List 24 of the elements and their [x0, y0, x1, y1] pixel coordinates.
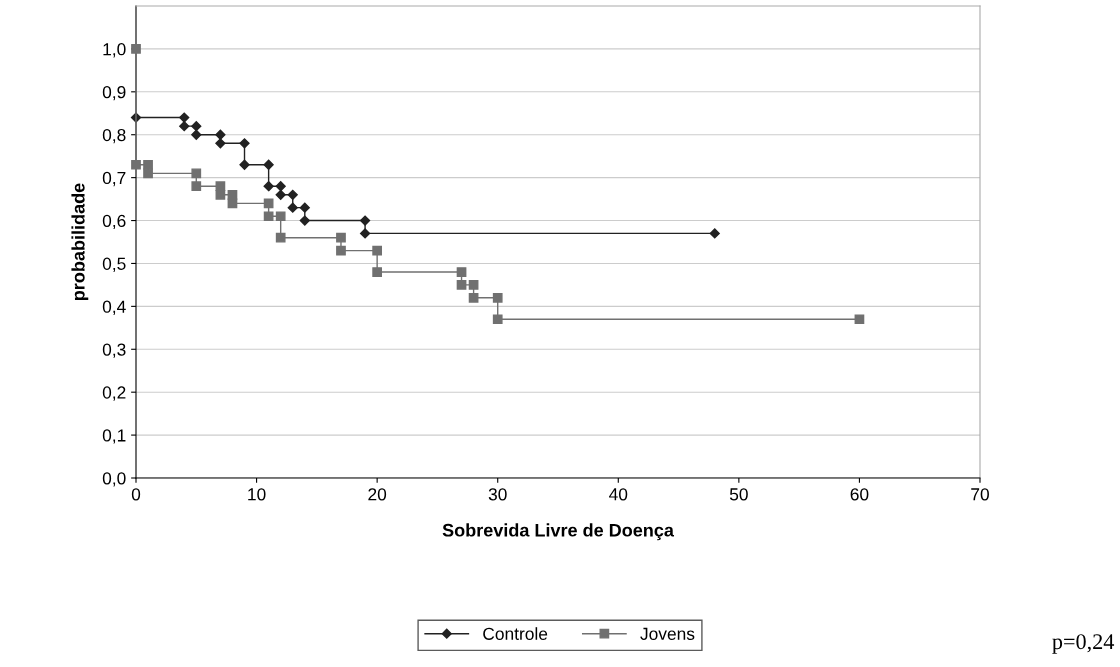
x-tick-label: 50 [729, 488, 748, 501]
y-tick-label: 0,0 [102, 472, 126, 487]
y-tick-label: 0,9 [102, 85, 126, 101]
y-tick-label: 1,0 [103, 43, 126, 58]
y-tick-label: 0,6 [102, 214, 126, 230]
x-tick-label: 70 [971, 488, 989, 501]
legend-label: Controle [483, 627, 548, 640]
text: p=0,24 [1052, 634, 1115, 654]
y-tick-label: 0,8 [102, 128, 126, 144]
x-tick-label: 20 [368, 488, 387, 501]
legend-label: Jovens [640, 627, 695, 640]
x-tick-label: 40 [609, 488, 628, 501]
x-tick-label: 0 [131, 488, 141, 501]
x-tick-label: 30 [488, 488, 507, 501]
y-tick-label: 0,2 [102, 386, 126, 401]
y-tick-label: 0,4 [102, 300, 126, 315]
x-tick-label: 60 [850, 488, 869, 501]
x-axis-title: Sobrevida Livre de Doença [442, 523, 675, 541]
y-tick-label: 0,3 [102, 343, 126, 358]
x-tick-label: 10 [248, 488, 266, 501]
y-tick-label: 0,7 [102, 171, 126, 187]
y-axis-title: probabilidade [71, 183, 89, 300]
y-tick-label: 0,5 [102, 257, 126, 272]
y-tick-label: 0,1 [102, 429, 126, 444]
